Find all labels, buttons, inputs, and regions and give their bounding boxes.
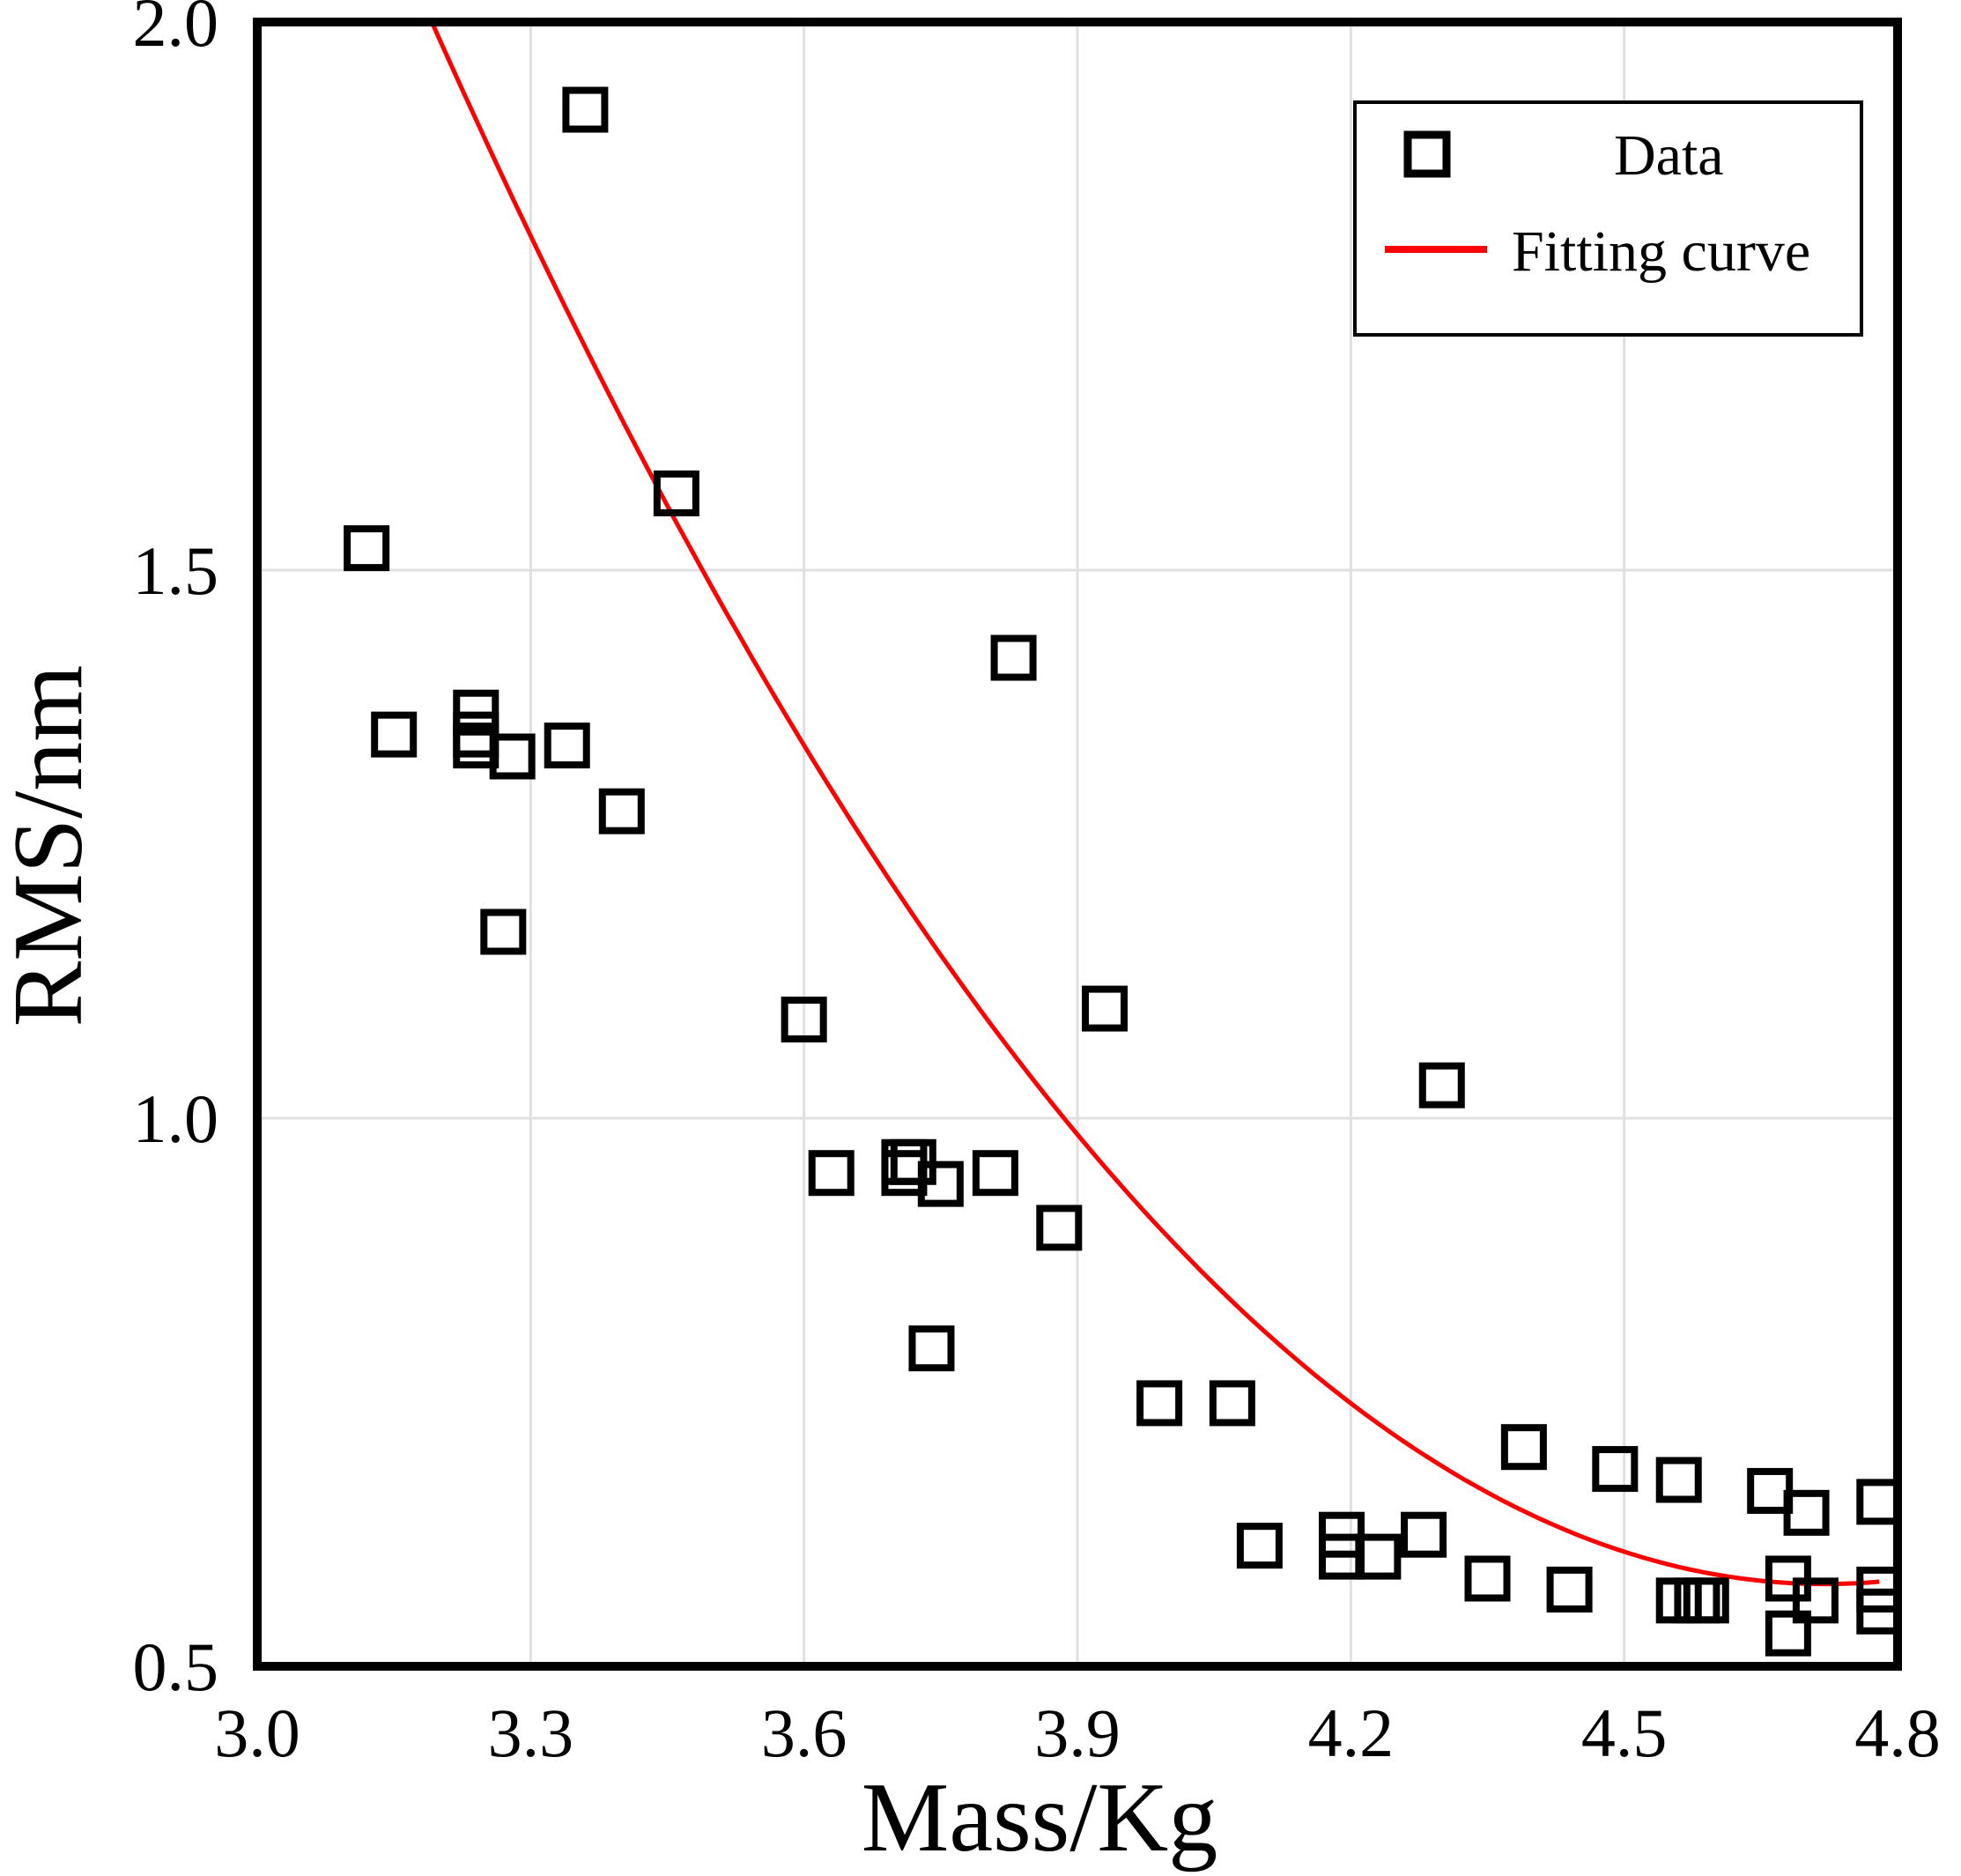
y-tick-labels: 0.5 1.0 1.5 2.0 <box>133 0 219 1705</box>
data-point <box>1592 1446 1639 1493</box>
data-point <box>1856 1588 1898 1635</box>
data-point <box>1236 1523 1283 1569</box>
y-tick-label: 2.0 <box>133 0 219 61</box>
data-point <box>1355 1533 1402 1580</box>
data-point <box>1856 1479 1898 1525</box>
data-point <box>917 1160 964 1207</box>
data-point <box>1792 1577 1839 1624</box>
plot-area <box>344 22 1898 1657</box>
data-point <box>781 997 827 1043</box>
data-point <box>489 733 536 780</box>
y-tick-label: 1.5 <box>133 532 219 609</box>
x-tick-label: 3.0 <box>214 1694 300 1771</box>
data-point <box>1418 1062 1465 1109</box>
x-tick-label: 4.8 <box>1854 1694 1941 1771</box>
data-point <box>371 711 418 758</box>
data-point <box>1683 1577 1729 1624</box>
data-point <box>972 1150 1018 1197</box>
data-point <box>1136 1380 1183 1427</box>
data-point <box>1401 1511 1447 1558</box>
data-point <box>808 1150 855 1197</box>
data-point <box>1655 1457 1702 1503</box>
fitting-curve <box>429 22 1880 1587</box>
data-point <box>598 788 645 834</box>
legend: Data Fitting curve <box>1353 100 1863 337</box>
data-point <box>1500 1424 1547 1471</box>
data-point <box>562 86 609 133</box>
x-tick-label: 3.3 <box>488 1694 574 1771</box>
x-tick-labels: 3.0 3.3 3.6 3.9 4.2 4.5 4.8 <box>214 1694 1941 1771</box>
legend-data-label: Data <box>1614 123 1724 188</box>
x-tick-label: 3.9 <box>1034 1694 1121 1771</box>
legend-fit-label: Fitting curve <box>1512 219 1810 284</box>
data-point <box>1209 1380 1255 1427</box>
data-point <box>544 723 590 769</box>
x-axis-label: Mass/Kg <box>862 1763 1217 1872</box>
data-point <box>1546 1566 1593 1613</box>
y-tick-label: 1.0 <box>133 1080 219 1157</box>
legend-box <box>1353 100 1863 337</box>
data-point <box>1464 1555 1511 1602</box>
legend-data-marker <box>1403 130 1451 178</box>
x-tick-label: 3.6 <box>761 1694 847 1771</box>
plot-frame <box>253 18 1902 1671</box>
y-axis-label: RMS/nm <box>0 665 103 1027</box>
x-tick-label: 4.2 <box>1308 1694 1395 1771</box>
data-point <box>653 470 699 516</box>
x-tick-label: 4.5 <box>1581 1694 1668 1771</box>
data-point <box>1765 1610 1811 1657</box>
data-point <box>344 525 390 572</box>
data-point <box>1783 1489 1830 1536</box>
grid-lines <box>257 22 1898 1666</box>
data-point <box>908 1325 955 1372</box>
data-point <box>990 634 1037 681</box>
data-point <box>1036 1205 1083 1251</box>
y-tick-label: 0.5 <box>133 1628 219 1705</box>
data-point <box>480 908 527 955</box>
data-point <box>1082 985 1128 1032</box>
